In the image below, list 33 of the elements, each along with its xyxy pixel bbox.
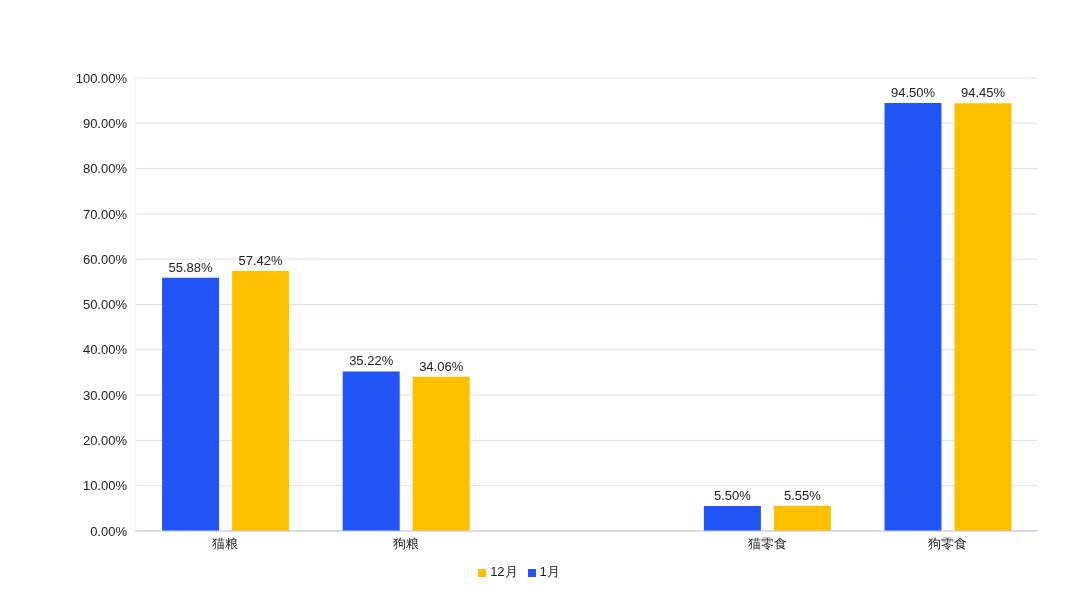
bar (162, 277, 220, 531)
y-tick-label: 70.00% (82, 206, 128, 222)
bar (412, 376, 470, 531)
data-label: 94.50% (890, 84, 936, 100)
data-label: 5.50% (713, 488, 752, 504)
x-tick-label: 猫粮 (212, 536, 239, 552)
data-label: 35.22% (349, 353, 394, 369)
y-tick-label: 40.00% (82, 342, 128, 358)
y-tick-label: 100.00% (75, 70, 128, 86)
data-label: 94.45% (960, 85, 1006, 101)
y-tick-label: 30.00% (82, 387, 128, 403)
bar (954, 103, 1012, 531)
x-tick-label: 狗粮 (392, 536, 419, 552)
bar (703, 506, 761, 531)
legend-label: 1月 (539, 564, 560, 579)
y-tick-label: 50.00% (82, 297, 128, 313)
y-tick-label: 0.00% (90, 523, 128, 539)
x-tick-label: 猫零食 (747, 536, 787, 552)
bar (342, 371, 400, 531)
y-tick-label: 10.00% (82, 478, 128, 494)
data-label: 34.06% (419, 358, 464, 374)
data-label: 55.88% (168, 259, 214, 275)
data-label: 57.42% (238, 252, 284, 268)
data-label: 5.55% (783, 487, 822, 503)
bar (232, 270, 290, 531)
y-tick-label: 60.00% (82, 251, 128, 267)
bar (773, 505, 831, 531)
y-tick-label: 80.00% (82, 161, 128, 177)
legend-label: 12月 (490, 564, 518, 579)
x-tick-label: 狗零食 (928, 536, 968, 552)
y-tick-label: 90.00% (82, 115, 128, 131)
y-tick-label: 20.00% (82, 433, 128, 449)
bar (884, 102, 942, 531)
